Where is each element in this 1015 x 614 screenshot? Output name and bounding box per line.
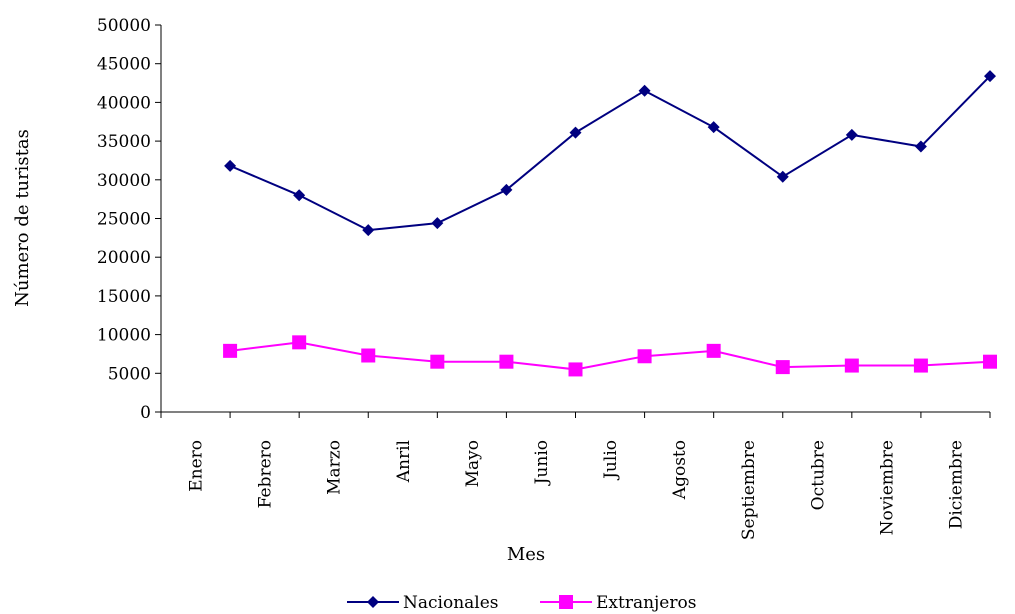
data-point (430, 354, 445, 369)
x-tick-label: Enero (187, 440, 207, 492)
data-point (638, 84, 651, 97)
series-layer (223, 70, 997, 377)
y-tick-label: 45000 (97, 55, 151, 75)
data-point (913, 358, 928, 373)
y-tick-label: 20000 (97, 248, 151, 268)
legend-item-nacionales: Nacionales (347, 593, 499, 613)
x-axis: Enero Febrero Marzo Anril Mayo Junio Julio Agos… (160, 411, 991, 540)
y-tick-label: 35000 (97, 132, 151, 152)
data-point (707, 121, 720, 134)
y-tick-label: 0 (140, 403, 151, 423)
data-point (983, 354, 997, 369)
data-point (775, 360, 790, 375)
x-tick-label: Diciembre (946, 440, 966, 529)
series-line (229, 341, 991, 371)
data-point (776, 170, 789, 183)
y-tick-label: 30000 (97, 171, 151, 191)
data-point (362, 224, 375, 237)
y-tick-label: 25000 (97, 210, 151, 230)
data-point (914, 140, 927, 153)
data-point (224, 159, 237, 172)
x-tick-label: Marzo (325, 440, 345, 495)
data-point (637, 349, 652, 364)
data-point (223, 343, 238, 358)
data-point (431, 217, 444, 230)
y-tick-label: 40000 (97, 93, 151, 113)
data-point (293, 189, 306, 202)
x-tick-label: Junio (532, 440, 552, 486)
series-extranjeros (223, 335, 997, 377)
legend-item-extranjeros: Extranjeros (540, 593, 696, 613)
data-point (367, 596, 379, 608)
data-point (499, 354, 514, 369)
x-tick-label: Agosto (670, 440, 690, 500)
x-tick-label: Octubre (808, 440, 828, 510)
x-tick-label: Mayo (463, 440, 483, 487)
y-tick-label: 15000 (97, 287, 151, 307)
series-line (229, 75, 991, 232)
data-point (500, 183, 513, 196)
data-point (984, 70, 996, 83)
data-point (559, 595, 573, 609)
y-tick-label: 5000 (108, 364, 151, 384)
legend-label: Nacionales (403, 593, 499, 613)
series-nacionales (224, 70, 996, 237)
x-tick-label: Julio (601, 440, 621, 481)
y-axis: 0 5000 10000 15000 20000 25000 30000 35000 40000… (97, 16, 162, 423)
y-axis-title: Número de turistas (12, 129, 33, 307)
x-axis-title: Mes (507, 544, 545, 565)
y-tick-label: 50000 (97, 16, 151, 36)
data-point (706, 343, 721, 358)
x-tick-label: Febrero (256, 440, 276, 508)
data-point (844, 358, 859, 373)
x-tick-label: Anril (394, 440, 414, 483)
y-tick-label: 10000 (97, 326, 151, 346)
x-tick-label: Noviembre (877, 440, 897, 535)
legend-label: Extranjeros (596, 593, 696, 613)
data-point (361, 348, 376, 363)
x-tick-label: Septiembre (739, 440, 759, 540)
data-point (569, 126, 582, 139)
data-point (845, 128, 858, 141)
legend: Nacionales Extranjeros (347, 593, 696, 613)
data-point (292, 335, 307, 350)
data-point (568, 362, 583, 377)
